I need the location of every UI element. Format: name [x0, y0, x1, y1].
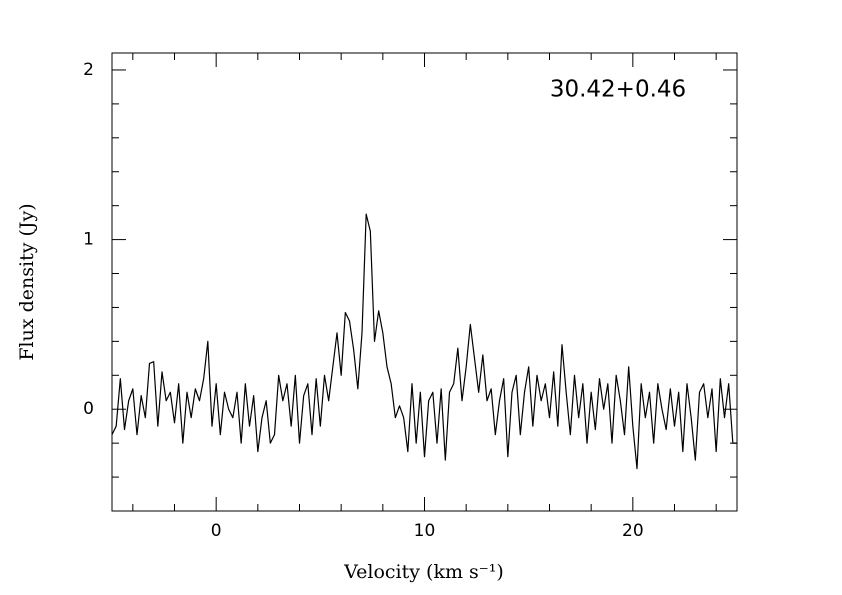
y-tick-label: 0 — [83, 399, 94, 419]
x-axis-label: Velocity (km s⁻¹) — [343, 561, 504, 583]
x-tick-label: 10 — [414, 521, 436, 541]
y-tick-label: 1 — [83, 230, 94, 250]
x-tick-label: 20 — [622, 521, 644, 541]
y-axis-label: Flux density (Jy) — [16, 203, 38, 360]
plot-frame — [111, 52, 738, 512]
spectrum-line — [111, 213, 737, 470]
annotation: 30.42+0.46 — [550, 77, 686, 103]
x-tick-label: 0 — [211, 521, 222, 541]
y-tick-label: 2 — [83, 60, 94, 80]
